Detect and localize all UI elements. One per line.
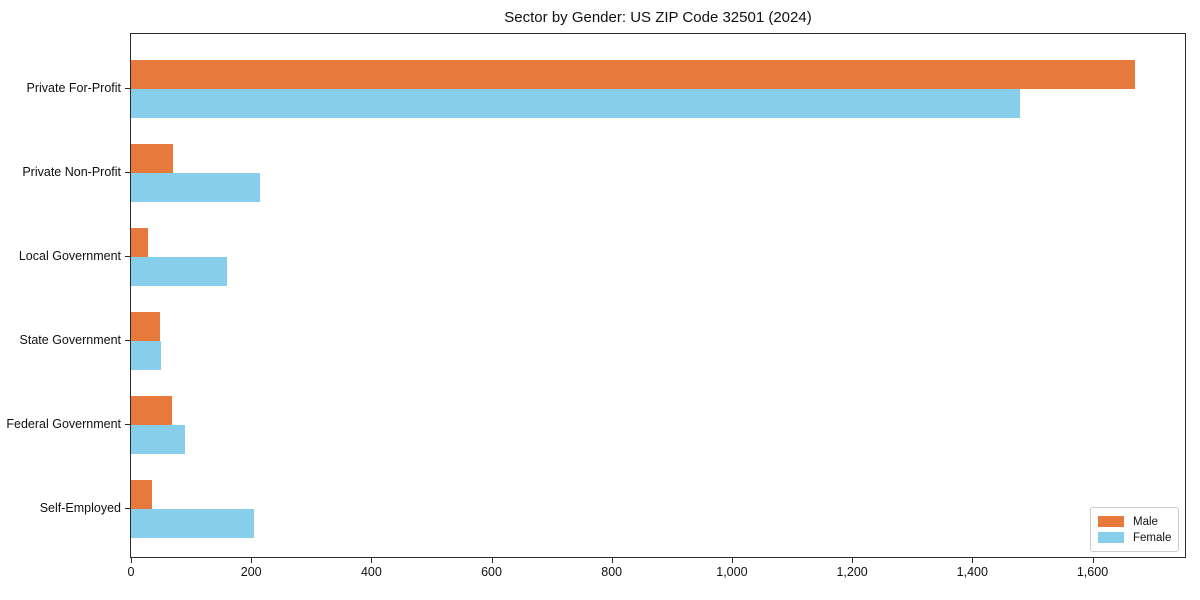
bar-male-private-non-profit bbox=[131, 144, 174, 173]
bar-female-federal-government bbox=[131, 425, 186, 454]
x-tick-label-600: 600 bbox=[481, 565, 502, 579]
y-tick-local-government bbox=[125, 256, 130, 257]
x-tick-200 bbox=[251, 558, 253, 563]
y-tick-label-self-employed: Self-Employed bbox=[39, 501, 121, 515]
y-tick-label-state-government: State Government bbox=[19, 333, 121, 347]
x-tick-400 bbox=[371, 558, 373, 563]
legend-row-female: Female bbox=[1098, 532, 1178, 544]
legend-row-male: Male bbox=[1098, 516, 1178, 528]
bar-male-private-for-profit bbox=[131, 60, 1135, 89]
x-tick-label-1-400: 1,400 bbox=[956, 565, 988, 579]
legend-swatch-female bbox=[1098, 532, 1124, 543]
legend-swatch-male bbox=[1098, 516, 1124, 527]
bar-female-local-government bbox=[131, 257, 228, 286]
x-tick-label-200: 200 bbox=[240, 565, 262, 579]
y-tick-label-private-non-profit: Private Non-Profit bbox=[22, 165, 121, 179]
x-tick-600 bbox=[491, 558, 493, 563]
legend-label-female: Female bbox=[1133, 531, 1172, 544]
y-tick-label-federal-government: Federal Government bbox=[6, 417, 121, 431]
x-tick-1-400 bbox=[972, 558, 974, 563]
x-tick-label-1-000: 1,000 bbox=[716, 565, 748, 579]
y-tick-federal-government bbox=[125, 424, 130, 425]
y-tick-private-for-profit bbox=[125, 88, 130, 89]
x-tick-label-800: 800 bbox=[601, 565, 623, 579]
plot-area bbox=[130, 33, 1186, 558]
x-tick-label-400: 400 bbox=[360, 565, 382, 579]
x-tick-0 bbox=[131, 558, 132, 563]
bar-male-self-employed bbox=[131, 480, 152, 509]
legend-label-male: Male bbox=[1133, 515, 1158, 528]
bar-male-local-government bbox=[131, 228, 148, 257]
y-tick-label-local-government: Local Government bbox=[18, 249, 121, 263]
bar-male-state-government bbox=[131, 312, 160, 341]
x-tick-label-1-200: 1,200 bbox=[836, 565, 868, 579]
x-tick-800 bbox=[611, 558, 613, 563]
x-tick-label-1-600: 1,600 bbox=[1076, 565, 1109, 579]
chart-title: Sector by Gender: US ZIP Code 32501 (202… bbox=[504, 9, 812, 26]
bar-female-private-for-profit bbox=[131, 89, 1021, 118]
x-tick-label-0: 0 bbox=[127, 565, 135, 579]
x-tick-1-600 bbox=[1092, 558, 1094, 563]
legend: Male Female bbox=[1090, 507, 1179, 552]
y-tick-self-employed bbox=[125, 508, 130, 509]
bar-female-private-non-profit bbox=[131, 173, 261, 202]
x-tick-1-200 bbox=[852, 558, 854, 563]
y-tick-private-non-profit bbox=[125, 172, 130, 173]
y-tick-label-private-for-profit: Private For-Profit bbox=[26, 81, 121, 95]
bar-female-self-employed bbox=[131, 509, 255, 538]
y-tick-state-government bbox=[125, 340, 130, 341]
x-tick-1-000 bbox=[731, 558, 733, 563]
bar-male-federal-government bbox=[131, 396, 172, 425]
bar-female-state-government bbox=[131, 341, 161, 370]
